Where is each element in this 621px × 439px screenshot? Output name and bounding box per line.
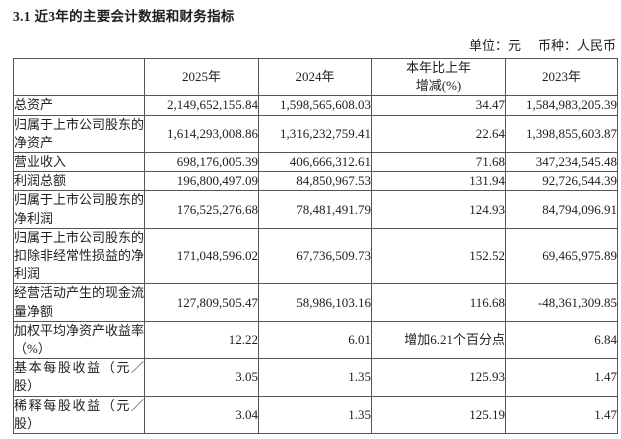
value-2025-cell: 196,800,497.09 bbox=[144, 171, 259, 192]
value-2023-cell: 6.84 bbox=[505, 320, 618, 360]
value-change-cell: 125.93 bbox=[371, 358, 506, 397]
table-row: 基本每股收益（元／股） 3.05 1.35 125.93 1.47 bbox=[13, 358, 618, 397]
value-2024-cell: 406,666,312.61 bbox=[258, 152, 372, 173]
value-2023-cell: -48,361,309.85 bbox=[505, 283, 618, 322]
value-2023-cell: 92,726,544.39 bbox=[505, 171, 618, 192]
header-change-line2: 增减(%) bbox=[415, 78, 462, 94]
value-2025-cell: 176,525,276.68 bbox=[144, 190, 259, 229]
table-row: 加权平均净资产收益率（%） 12.22 6.01 增加6.21个百分点 6.84 bbox=[13, 320, 618, 360]
value-change-cell: 34.47 bbox=[371, 95, 506, 116]
value-2023-cell: 1.47 bbox=[505, 358, 618, 397]
header-change-line1: 本年比上年 bbox=[405, 60, 471, 75]
table-row: 利润总额 196,800,497.09 84,850,967.53 131.94… bbox=[13, 171, 618, 192]
table-row: 归属于上市公司股东的扣除非经常性损益的净利润 171,048,596.02 67… bbox=[13, 227, 618, 285]
value-change-cell: 116.68 bbox=[371, 283, 506, 322]
value-2024-cell: 6.01 bbox=[258, 320, 372, 360]
value-change-cell: 124.93 bbox=[371, 190, 506, 229]
financial-indicators-table: 2025年 2024年 本年比上年 增减(%) 2023年 总资产 2,149,… bbox=[13, 57, 618, 435]
value-2024-cell: 1.35 bbox=[258, 358, 372, 397]
value-2024-cell: 1,598,565,608.03 bbox=[258, 95, 372, 116]
row-label-cell: 稀释每股收益（元／股） bbox=[13, 395, 145, 435]
value-2025-cell: 2,149,652,155.84 bbox=[144, 95, 259, 116]
value-2024-cell: 1.35 bbox=[258, 395, 372, 435]
value-2023-cell: 1,398,855,603.87 bbox=[505, 114, 618, 154]
header-2023-cell: 2023年 bbox=[505, 57, 618, 97]
value-2025-cell: 3.04 bbox=[144, 395, 259, 435]
row-label-cell: 总资产 bbox=[13, 95, 145, 116]
value-2025-cell: 3.05 bbox=[144, 358, 259, 397]
header-2025-cell: 2025年 bbox=[144, 57, 259, 97]
value-2023-cell: 1.47 bbox=[505, 395, 618, 435]
table-row: 稀释每股收益（元／股） 3.04 1.35 125.19 1.47 bbox=[13, 395, 618, 435]
unit-note: 单位：元 币种：人民币 bbox=[0, 26, 621, 58]
value-change-cell: 131.94 bbox=[371, 171, 506, 192]
row-label-cell: 归属于上市公司股东的扣除非经常性损益的净利润 bbox=[13, 227, 145, 285]
section-title: 3.1 近3年的主要会计数据和财务指标 bbox=[13, 9, 235, 24]
table-row: 经营活动产生的现金流量净额 127,809,505.47 58,986,103.… bbox=[13, 283, 618, 322]
value-change-cell: 125.19 bbox=[371, 395, 506, 435]
value-change-cell: 增加6.21个百分点 bbox=[371, 320, 506, 360]
table-row: 营业收入 698,176,005.39 406,666,312.61 71.68… bbox=[13, 152, 618, 173]
row-label-cell: 加权平均净资产收益率（%） bbox=[13, 320, 145, 360]
header-blank-cell bbox=[13, 57, 145, 97]
table-row: 总资产 2,149,652,155.84 1,598,565,608.03 34… bbox=[13, 95, 618, 116]
value-2024-cell: 84,850,967.53 bbox=[258, 171, 372, 192]
header-change-cell: 本年比上年 增减(%) bbox=[371, 57, 506, 97]
value-2024-cell: 58,986,103.16 bbox=[258, 283, 372, 322]
unit-label: 单位：元 bbox=[468, 38, 521, 53]
value-2023-cell: 347,234,545.48 bbox=[505, 152, 618, 173]
table-row: 归属于上市公司股东的净利润 176,525,276.68 78,481,491.… bbox=[13, 190, 618, 229]
value-2023-cell: 1,584,983,205.39 bbox=[505, 95, 618, 116]
value-2023-cell: 69,465,975.89 bbox=[505, 227, 618, 285]
table-row: 归属于上市公司股东的净资产 1,614,293,008.86 1,316,232… bbox=[13, 114, 618, 154]
value-2024-cell: 1,316,232,759.41 bbox=[258, 114, 372, 154]
table-header-row: 2025年 2024年 本年比上年 增减(%) 2023年 bbox=[13, 57, 618, 97]
row-label-cell: 基本每股收益（元／股） bbox=[13, 358, 145, 397]
header-2024-cell: 2024年 bbox=[258, 57, 372, 97]
value-2025-cell: 171,048,596.02 bbox=[144, 227, 259, 285]
value-2025-cell: 1,614,293,008.86 bbox=[144, 114, 259, 154]
row-label-cell: 营业收入 bbox=[13, 152, 145, 173]
row-label-cell: 利润总额 bbox=[13, 171, 145, 192]
value-2025-cell: 12.22 bbox=[144, 320, 259, 360]
value-2024-cell: 78,481,491.79 bbox=[258, 190, 372, 229]
row-label-cell: 经营活动产生的现金流量净额 bbox=[13, 283, 145, 322]
value-change-cell: 22.64 bbox=[371, 114, 506, 154]
value-2025-cell: 698,176,005.39 bbox=[144, 152, 259, 173]
value-2024-cell: 67,736,509.73 bbox=[258, 227, 372, 285]
value-change-cell: 71.68 bbox=[371, 152, 506, 173]
value-2023-cell: 84,794,096.91 bbox=[505, 190, 618, 229]
value-change-cell: 152.52 bbox=[371, 227, 506, 285]
row-label-cell: 归属于上市公司股东的净利润 bbox=[13, 190, 145, 229]
currency-label: 币种：人民币 bbox=[537, 38, 616, 53]
value-2025-cell: 127,809,505.47 bbox=[144, 283, 259, 322]
row-label-cell: 归属于上市公司股东的净资产 bbox=[13, 114, 145, 154]
